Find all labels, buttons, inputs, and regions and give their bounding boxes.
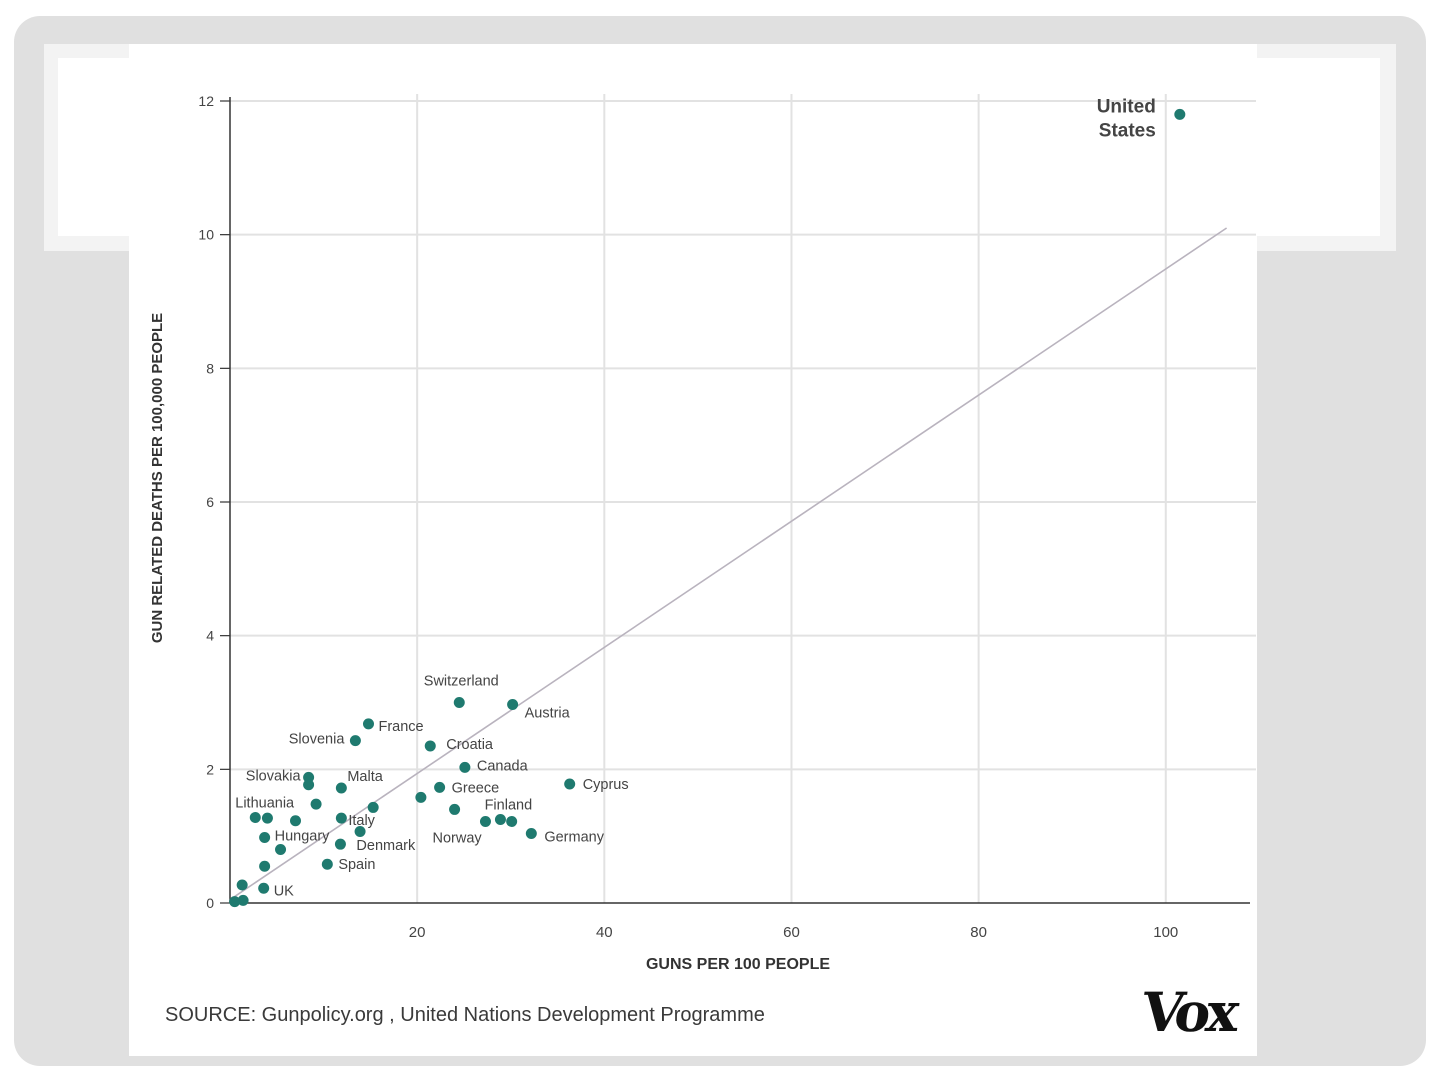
x-tick-label: 40 — [596, 924, 613, 941]
trend-line — [229, 227, 1228, 901]
label-spain: Spain — [338, 857, 375, 873]
point-27 — [275, 844, 287, 856]
point-canada — [459, 761, 471, 773]
source-note: SOURCE: Gunpolicy.org , United Nations D… — [165, 1004, 765, 1026]
point-29 — [259, 860, 271, 872]
label-croatia: Croatia — [446, 737, 494, 753]
point-austria — [507, 699, 519, 711]
label-slovakia: Slovakia — [246, 768, 302, 784]
vox-logo: Vox — [1137, 980, 1240, 1044]
point-switzerland — [453, 697, 465, 708]
label-norway: Norway — [433, 830, 483, 846]
point-12 — [415, 791, 427, 803]
label-greece: Greece — [452, 780, 500, 796]
point-9 — [303, 779, 315, 791]
chart-card — [129, 44, 1257, 1056]
label-austria: Austria — [525, 706, 571, 722]
y-tick-label: 4 — [206, 628, 214, 644]
point-20 — [479, 815, 491, 827]
label-lithuania: Lithuania — [235, 795, 295, 811]
x-tick-label: 100 — [1153, 924, 1178, 941]
point-finland — [449, 803, 461, 815]
label-finland: Finland — [485, 797, 533, 813]
y-tick-label: 10 — [198, 227, 214, 243]
point-croatia — [424, 740, 436, 752]
axes — [229, 97, 1250, 904]
x-tick-label: 20 — [409, 924, 426, 941]
y-tick-label: 2 — [206, 761, 214, 777]
label-hungary: Hungary — [275, 829, 331, 845]
point-30 — [236, 879, 248, 891]
point-14 — [367, 801, 379, 813]
x-axis-label: GUNS PER 100 PEOPLE — [646, 956, 830, 973]
point-21 — [494, 813, 506, 825]
point-slovenia — [349, 735, 361, 747]
label-uk: UK — [274, 883, 294, 899]
point-germany — [525, 827, 537, 839]
point-labels: United States Switzerland Austria France Slov… — [235, 96, 1156, 899]
label-italy: Italy — [348, 813, 375, 829]
y-tick-label: 0 — [206, 895, 214, 911]
point-32 — [237, 894, 249, 906]
label-canada: Canada — [477, 758, 529, 774]
point-33 — [229, 896, 241, 908]
label-united-states: United States — [1097, 96, 1156, 141]
point-hungary — [259, 832, 271, 844]
y-tick-label: 6 — [206, 494, 214, 510]
point-denmark — [334, 838, 346, 850]
x-tick-label: 80 — [970, 924, 987, 941]
point-uk — [258, 882, 270, 894]
point-italy — [335, 812, 347, 824]
y-axis-label: GUN RELATED DEATHS PER 100,000 PEOPLE — [149, 313, 166, 643]
point-18 — [290, 815, 302, 827]
y-tick-label: 12 — [198, 93, 214, 109]
point-13 — [310, 798, 322, 810]
point-malta — [335, 782, 347, 794]
point-france — [362, 718, 374, 730]
point-cyprus — [564, 778, 576, 790]
data-points — [229, 108, 1186, 908]
point-norway — [506, 815, 518, 827]
y-tick-label: 8 — [206, 360, 214, 376]
label-cyprus: Cyprus — [583, 777, 629, 793]
label-malta: Malta — [347, 769, 383, 785]
label-denmark: Denmark — [356, 838, 416, 854]
label-slovenia: Slovenia — [289, 732, 346, 748]
tick-labels: 0 2 4 6 8 10 12 20 40 60 80 100 — [198, 93, 1178, 941]
point-lithuania — [249, 811, 261, 823]
point-greece — [434, 781, 446, 793]
label-switzerland: Switzerland — [424, 674, 499, 690]
point-17 — [261, 812, 273, 824]
grid-lines — [230, 94, 1256, 903]
label-germany: Germany — [544, 829, 604, 845]
point-united-states — [1174, 108, 1186, 120]
x-tick-label: 60 — [783, 924, 800, 941]
point-24 — [354, 825, 366, 837]
point-spain — [321, 858, 333, 870]
label-france: France — [378, 719, 423, 735]
